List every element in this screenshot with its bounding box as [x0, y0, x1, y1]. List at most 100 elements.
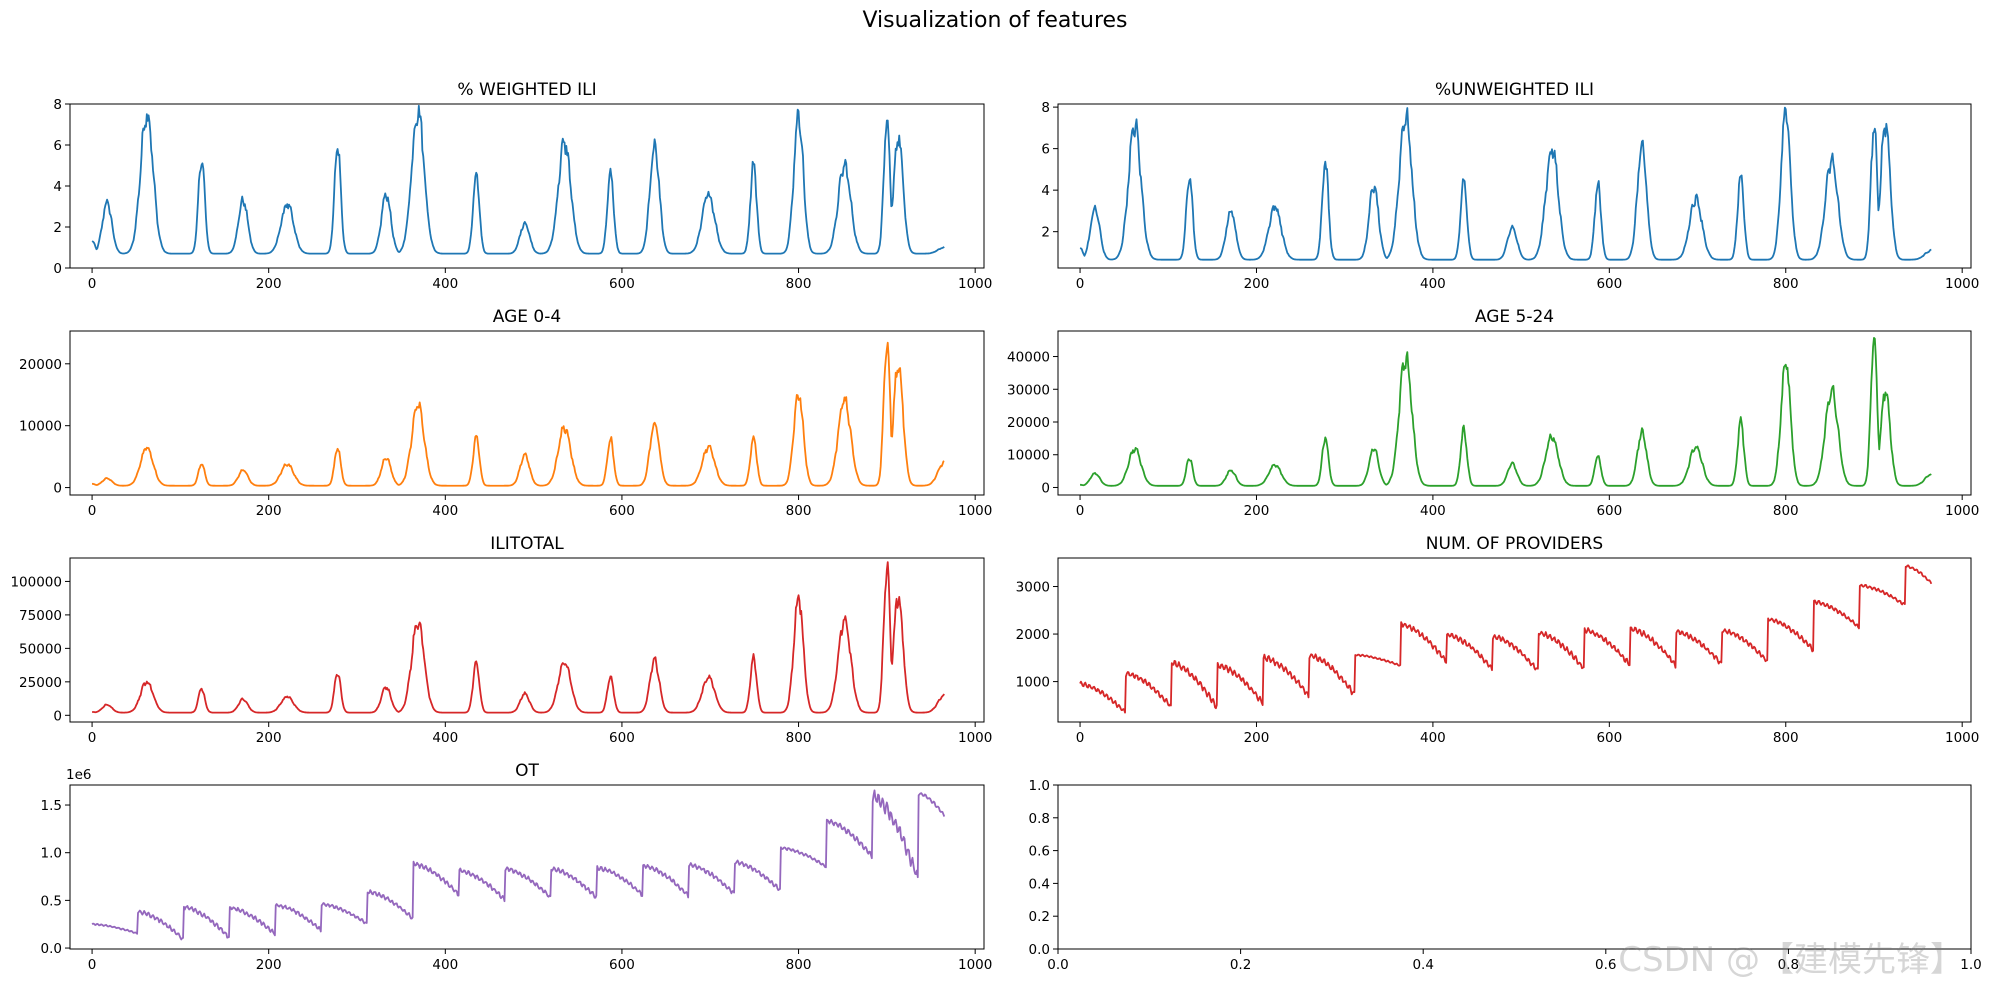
subplot-title: OT [515, 761, 539, 781]
subplot-title: AGE 5-24 [1475, 307, 1554, 327]
x-tick-label: 200 [256, 276, 282, 292]
y-tick-label: 20000 [19, 357, 62, 373]
y-tick-label: 4 [1041, 183, 1050, 199]
y-tick-label: 0.6 [1029, 844, 1050, 860]
y-tick-label: 10000 [19, 419, 62, 435]
subplot-weighted-ili: % WEIGHTED ILI 0 200 400 600 800 1000 0 2 4 6 8 [53, 80, 992, 292]
y-tick-label: 0.0 [1029, 942, 1050, 958]
y-tick-label: 6 [1041, 142, 1050, 158]
y-tick-label: 4 [53, 179, 62, 195]
x-tick-label: 400 [1420, 503, 1446, 519]
x-tick-label: 800 [786, 957, 812, 973]
figure-title: Visualization of features [862, 8, 1127, 33]
x-tick-label: 1000 [1945, 730, 1979, 746]
y-tick-label: 2000 [1016, 627, 1050, 643]
x-tick-label: 400 [432, 276, 458, 292]
x-tick-label: 200 [1244, 730, 1270, 746]
x-tick-label: 800 [786, 503, 812, 519]
x-tick-label: 200 [256, 957, 282, 973]
subplot-empty: 0.0 0.2 0.4 0.6 0.8 1.0 0.0 0.2 0.4 0.6 0.8 1.0 [1029, 778, 1982, 973]
x-tick-label: 0.4 [1412, 957, 1433, 973]
x-tick-label: 0 [88, 503, 97, 519]
y-tick-label: 1.5 [41, 798, 62, 814]
series-line-age-5-24 [1080, 336, 1932, 487]
y-tick-label: 8 [53, 97, 62, 113]
x-tick-label: 1000 [1945, 503, 1979, 519]
x-tick-label: 200 [1244, 276, 1270, 292]
x-tick-label: 600 [1596, 276, 1622, 292]
x-tick-label: 0 [88, 276, 97, 292]
x-tick-label: 200 [1244, 503, 1270, 519]
y-tick-label: 1.0 [1029, 778, 1050, 794]
series-line-num-providers [1079, 564, 1933, 714]
subplot-num-providers: NUM. OF PROVIDERS 0 200 400 600 800 1000 1000 20… [1016, 534, 1980, 746]
axes-frame [69, 784, 985, 950]
x-tick-label: 1.0 [1960, 957, 1981, 973]
y-tick-label: 6 [53, 138, 62, 154]
y-tick-label: 20000 [1007, 415, 1050, 431]
axes-frame [1057, 330, 1972, 496]
subplot-title: NUM. OF PROVIDERS [1426, 534, 1603, 554]
series-line-weighted-ili [91, 104, 945, 255]
y-tick-label: 30000 [1007, 382, 1050, 398]
y-tick-label: 10000 [1007, 448, 1050, 464]
y-tick-label: 0.8 [1029, 811, 1050, 827]
y-tick-label: 0.4 [1029, 876, 1050, 892]
y-tick-label: 0.0 [41, 941, 62, 957]
x-tick-label: 800 [1773, 276, 1799, 292]
x-tick-label: 0 [1076, 503, 1085, 519]
x-tick-label: 400 [1420, 276, 1446, 292]
x-tick-label: 0 [88, 957, 97, 973]
series-line-unweighted-ili [1079, 106, 1932, 261]
y-tick-label: 0 [53, 481, 62, 497]
x-tick-label: 1000 [958, 503, 992, 519]
x-tick-label: 800 [1773, 503, 1799, 519]
subplot-title: % WEIGHTED ILI [457, 80, 596, 100]
x-tick-label: 600 [609, 503, 635, 519]
x-tick-label: 600 [1596, 503, 1622, 519]
y-tick-label: 25000 [19, 675, 62, 691]
y-tick-label: 0 [1041, 480, 1050, 496]
x-tick-label: 200 [256, 503, 282, 519]
y-tick-label: 0.5 [41, 893, 62, 909]
y-tick-label: 0 [53, 708, 62, 724]
subplot-title: AGE 0-4 [493, 307, 561, 327]
x-tick-label: 800 [786, 730, 812, 746]
x-tick-label: 0.2 [1230, 957, 1251, 973]
subplot-title: %UNWEIGHTED ILI [1435, 80, 1594, 100]
axes-frame [69, 103, 985, 269]
axes-frame [1057, 103, 1972, 269]
y-tick-label: 100000 [10, 574, 62, 590]
x-tick-label: 1000 [1945, 276, 1979, 292]
subplot-age-5-24: AGE 5-240 200 400 600 800 1000010000200003000… [1007, 307, 1979, 519]
x-tick-label: 1000 [958, 730, 992, 746]
x-tick-label: 1000 [958, 276, 992, 292]
y-tick-label: 50000 [19, 641, 62, 657]
watermark: CSDN @【建模先锋】 [1618, 940, 1964, 980]
x-tick-label: 0 [1076, 276, 1085, 292]
x-tick-label: 0 [88, 730, 97, 746]
axes-frame [1057, 784, 1972, 950]
axes-frame [1057, 557, 1972, 723]
series-line-ot [91, 789, 946, 941]
y-tick-label: 0.2 [1029, 909, 1050, 925]
x-tick-label: 600 [609, 276, 635, 292]
x-tick-label: 800 [786, 276, 812, 292]
x-tick-label: 0.6 [1595, 957, 1616, 973]
x-tick-label: 0.8 [1778, 957, 1799, 973]
x-tick-label: 0.0 [1047, 957, 1068, 973]
y-tick-label: 40000 [1007, 350, 1050, 366]
x-tick-label: 400 [432, 730, 458, 746]
y-offset-label: 1e6 [66, 767, 91, 783]
x-tick-label: 400 [432, 503, 458, 519]
x-tick-label: 600 [609, 957, 635, 973]
x-tick-label: 1000 [958, 957, 992, 973]
x-tick-label: 400 [432, 957, 458, 973]
y-tick-label: 8 [1041, 100, 1050, 116]
y-tick-label: 75000 [19, 608, 62, 624]
subplot-ilitotal: ILITOTAL 0 200 400 600 800 1000 0 25000 50000 7500… [10, 534, 992, 746]
